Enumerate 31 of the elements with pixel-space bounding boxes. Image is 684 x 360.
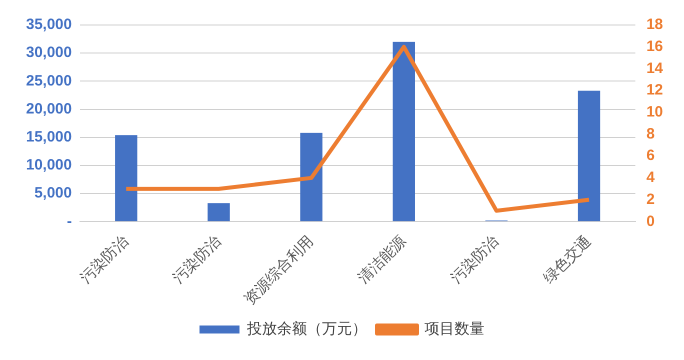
bar bbox=[392, 42, 415, 222]
y-tick-label: 5,000 bbox=[34, 184, 72, 202]
y2-tick-label: 12 bbox=[646, 82, 664, 99]
y2-tick-label: 18 bbox=[646, 16, 664, 34]
bar bbox=[115, 135, 138, 222]
y2-tick-label: 14 bbox=[646, 60, 664, 77]
y-tick-label: 10,000 bbox=[26, 156, 72, 174]
y2-tick-label: 4 bbox=[646, 169, 656, 186]
y2-tick-label: 0 bbox=[646, 212, 655, 230]
legend-label: 投放余额（万元） bbox=[246, 319, 367, 338]
x-tick-label: 污染防治 bbox=[446, 232, 502, 287]
x-tick-label: 清洁能源 bbox=[354, 232, 410, 287]
y-tick-label: - bbox=[66, 212, 72, 230]
y-tick-label: 25,000 bbox=[26, 72, 72, 90]
y-tick-label: 20,000 bbox=[26, 100, 72, 118]
y2-tick-label: 6 bbox=[646, 147, 655, 164]
y2-tick-label: 10 bbox=[646, 104, 664, 121]
y-tick-label: 35,000 bbox=[26, 16, 72, 34]
y-tick-label: 15,000 bbox=[26, 128, 72, 146]
x-tick-label: 绿色交通 bbox=[539, 232, 595, 287]
legend-label: 项目数量 bbox=[424, 319, 484, 338]
y-tick-label: 30,000 bbox=[26, 44, 72, 62]
y2-tick-label: 16 bbox=[646, 38, 664, 55]
bar bbox=[300, 132, 322, 222]
x-tick-label: 污染防治 bbox=[169, 232, 224, 287]
y2-tick-label: 2 bbox=[646, 190, 655, 208]
bar bbox=[578, 90, 600, 222]
x-tick-label: 污染防治 bbox=[76, 232, 132, 287]
bar bbox=[208, 203, 230, 222]
y2-tick-label: 8 bbox=[646, 125, 655, 142]
x-tick-label: 资源综合利用 bbox=[240, 232, 317, 308]
